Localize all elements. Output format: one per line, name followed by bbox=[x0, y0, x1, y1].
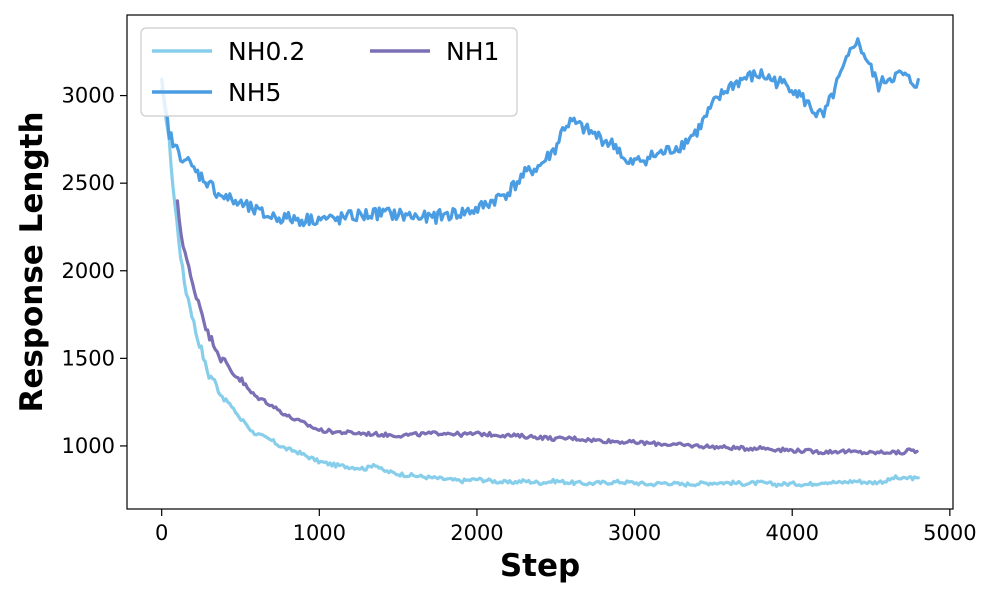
series-layer bbox=[160, 37, 920, 488]
y-tick-label: 2000 bbox=[62, 259, 115, 283]
y-tick-label: 2500 bbox=[62, 171, 115, 195]
x-tick-label: 2000 bbox=[450, 521, 503, 545]
series-line-nh1 bbox=[175, 199, 919, 456]
y-tick-label: 1500 bbox=[62, 346, 115, 370]
y-tick-label: 1000 bbox=[62, 434, 115, 458]
y-axis: 1000 1500 2000 2500 3000 bbox=[62, 84, 127, 458]
x-tick-label: 0 bbox=[155, 521, 168, 545]
series-line-nh5 bbox=[160, 37, 920, 228]
x-tick-label: 1000 bbox=[293, 521, 346, 545]
x-axis: 0 1000 2000 3000 4000 5000 bbox=[155, 509, 977, 545]
legend-label-nh0-2: NH0.2 bbox=[228, 37, 305, 66]
x-axis-title: Step bbox=[500, 548, 580, 584]
y-tick-label: 3000 bbox=[62, 84, 115, 108]
legend: NH0.2 NH5 NH1 bbox=[140, 27, 518, 117]
legend-label-nh1: NH1 bbox=[446, 37, 499, 66]
x-tick-label: 5000 bbox=[923, 521, 976, 545]
series-line-nh0-2 bbox=[160, 87, 920, 488]
y-axis-title: Response Length bbox=[14, 111, 50, 412]
x-tick-label: 4000 bbox=[765, 521, 818, 545]
x-tick-label: 3000 bbox=[608, 521, 661, 545]
legend-label-nh5: NH5 bbox=[228, 78, 281, 107]
